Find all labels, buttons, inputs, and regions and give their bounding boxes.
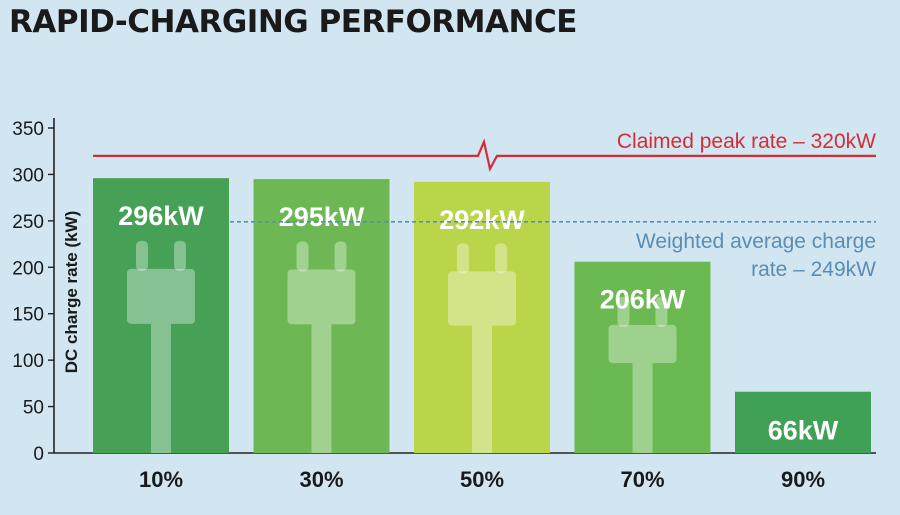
bar xyxy=(414,181,550,453)
y-tick-label: 0 xyxy=(33,444,44,465)
plug-icon xyxy=(448,243,516,453)
x-tick-label: 90% xyxy=(781,467,825,492)
data-label: 295kW xyxy=(279,202,365,232)
bar xyxy=(253,179,390,454)
data-label: 296kW xyxy=(118,201,204,231)
plug-icon-part xyxy=(287,269,356,325)
plug-icon-part xyxy=(334,241,347,272)
y-tick-label: 200 xyxy=(12,258,44,279)
plug-icon-part xyxy=(296,241,309,272)
x-tick-label: 30% xyxy=(299,467,343,492)
plug-icon-part xyxy=(632,363,653,453)
y-tick-label: 350 xyxy=(12,119,44,140)
peak-rate-line xyxy=(93,138,876,172)
y-tick-label: 50 xyxy=(23,398,44,419)
plug-icon-part xyxy=(311,324,332,453)
plug-icon-part xyxy=(136,240,148,271)
y-axis-label: DC charge rate (kW) xyxy=(62,211,81,373)
y-tick-label: 150 xyxy=(12,305,44,326)
data-label: 66kW xyxy=(768,416,839,446)
plug-icon-part xyxy=(617,296,630,327)
bar xyxy=(574,261,711,453)
data-label: 292kW xyxy=(439,205,525,235)
x-tick-label: 70% xyxy=(620,467,664,492)
y-tick-label: 250 xyxy=(12,212,44,233)
x-tick-label: 10% xyxy=(139,467,183,492)
plug-icon-part xyxy=(457,243,469,274)
plug-icon-part xyxy=(495,243,507,274)
y-tick-label: 300 xyxy=(12,165,44,186)
data-label: 206kW xyxy=(600,285,686,315)
plug-icon-part xyxy=(655,296,668,327)
plug-icon-part xyxy=(472,325,492,453)
plug-icon xyxy=(608,296,677,453)
bar xyxy=(93,178,229,453)
average-rate-label: Weighted average charge xyxy=(636,230,876,253)
x-tick-label: 50% xyxy=(460,467,504,492)
plug-icon-part xyxy=(174,240,186,271)
plug-icon-part xyxy=(448,271,516,326)
average-rate-label: rate – 249kW xyxy=(751,258,876,281)
bar xyxy=(735,391,871,453)
plug-icon-part xyxy=(608,324,677,364)
plug-icon-part xyxy=(127,268,195,324)
chart-title: RAPID-CHARGING PERFORMANCE xyxy=(9,4,577,40)
plug-icon-part xyxy=(151,323,171,453)
y-tick-label: 100 xyxy=(12,351,44,372)
plug-icon xyxy=(127,240,195,453)
plug-icon xyxy=(287,241,356,453)
peak-rate-label: Claimed peak rate – 320kW xyxy=(617,130,876,153)
